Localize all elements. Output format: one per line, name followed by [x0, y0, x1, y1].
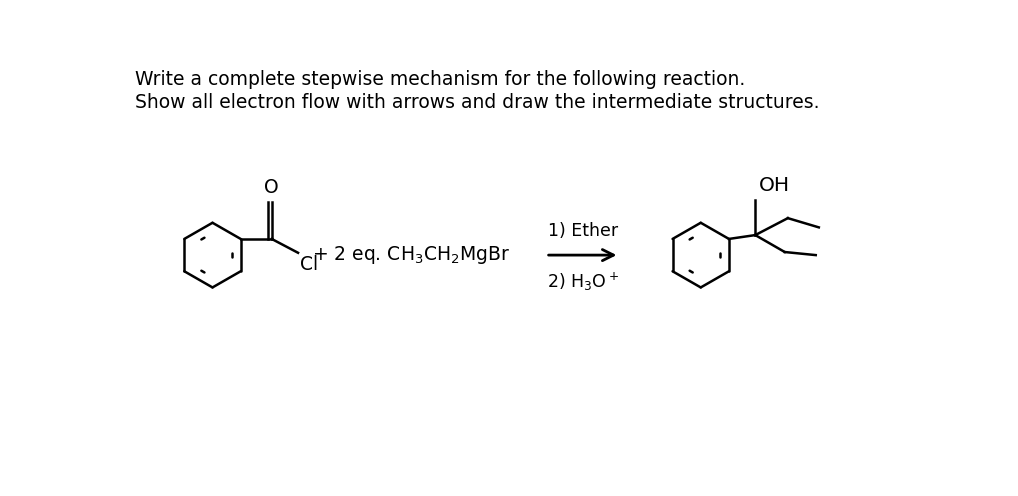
Text: O: O [265, 178, 279, 196]
Text: 1) Ether: 1) Ether [548, 222, 618, 240]
Text: OH: OH [759, 176, 790, 195]
Text: + 2 eq. CH$_3$CH$_2$MgBr: + 2 eq. CH$_3$CH$_2$MgBr [312, 244, 510, 266]
Text: 2) H$_3$O$^+$: 2) H$_3$O$^+$ [547, 270, 619, 293]
Text: Cl: Cl [299, 255, 318, 274]
Text: Write a complete stepwise mechanism for the following reaction.: Write a complete stepwise mechanism for … [135, 70, 745, 89]
Text: Show all electron flow with arrows and draw the intermediate structures.: Show all electron flow with arrows and d… [135, 93, 819, 113]
